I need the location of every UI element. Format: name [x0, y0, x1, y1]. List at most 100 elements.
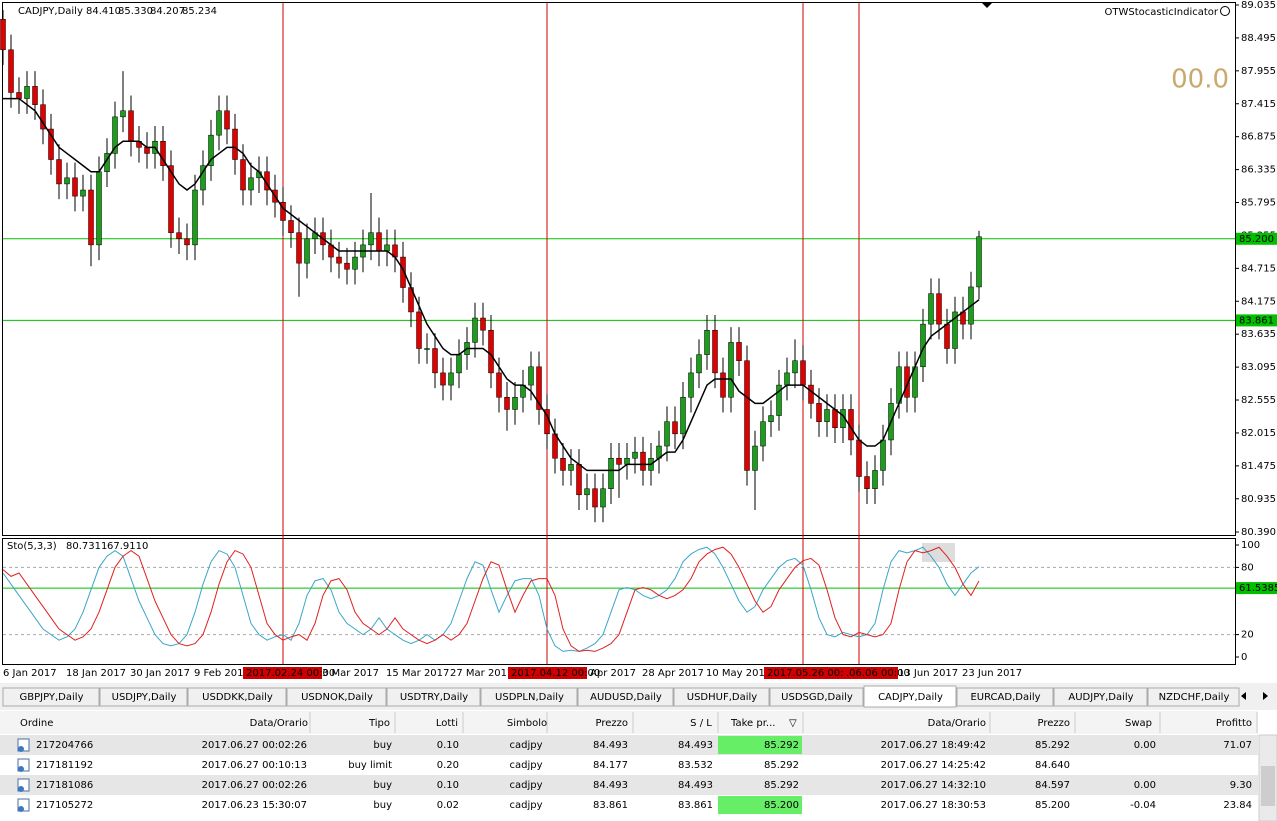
table-cell: 2017.06.27 18:49:42 — [881, 740, 986, 751]
table-cell: 84.597 — [1035, 780, 1070, 791]
column-header[interactable]: Data/Orario — [928, 718, 986, 729]
table-cell: 2017.06.27 14:25:42 — [881, 760, 986, 771]
tab[interactable] — [1147, 687, 1240, 707]
candle-body — [16, 92, 22, 99]
candle-body — [936, 293, 942, 325]
column-header[interactable]: Tipo — [368, 718, 390, 729]
candle-body — [808, 384, 814, 404]
candle-body — [88, 189, 94, 246]
candle-body — [536, 366, 542, 410]
candle-body — [184, 238, 190, 246]
order-icon-dot — [18, 786, 24, 792]
table-cell: 0.00 — [1134, 780, 1156, 791]
candle-body — [416, 311, 422, 349]
table-cell: 85.292 — [1035, 740, 1070, 751]
column-header[interactable]: Ordine — [20, 718, 53, 729]
table-row[interactable] — [0, 735, 1258, 755]
ohlc-value: 84.410 — [86, 6, 121, 17]
candle-body — [296, 232, 302, 264]
tab[interactable] — [286, 687, 387, 707]
tab-label[interactable]: NZDCHF,Daily — [1159, 692, 1230, 703]
table-cell: 0.10 — [437, 780, 459, 791]
column-header[interactable]: Prezzo — [595, 718, 628, 729]
tab-label[interactable]: GBPJPY,Daily — [20, 692, 84, 703]
candle-body — [200, 165, 206, 191]
tab-right-arrow[interactable] — [1263, 692, 1268, 700]
tab[interactable] — [187, 687, 287, 707]
table-cell: 85.292 — [764, 780, 799, 791]
order-icon-dot — [18, 806, 24, 812]
candle-body — [80, 189, 86, 197]
tab-label[interactable]: USDTRY,Daily — [400, 692, 468, 703]
candle-body — [456, 354, 462, 374]
candle-body — [8, 49, 14, 93]
sto-reading: 80.7311 — [66, 541, 107, 552]
tab[interactable] — [99, 687, 188, 707]
tab[interactable] — [2, 687, 100, 707]
table-cell: 83.532 — [678, 760, 713, 771]
table-cell: cadjpy — [509, 780, 542, 791]
tab-left-arrow[interactable] — [1241, 692, 1246, 700]
x-tick-label: 15 Mar 2017 — [386, 668, 449, 679]
tab[interactable] — [577, 687, 674, 707]
candle-body — [0, 19, 6, 51]
tab-label[interactable]: USDJPY,Daily — [112, 692, 177, 703]
price-label: 83.861 — [1239, 315, 1274, 326]
y-tick-label: 83.635 — [1241, 329, 1276, 340]
candle-body — [48, 128, 54, 160]
x-tick-label: 9 Feb 2017 — [194, 668, 250, 679]
table-row[interactable] — [0, 775, 1258, 795]
table-cell: 217105272 — [36, 800, 93, 811]
big-value: 00.0 — [1171, 65, 1229, 95]
column-header[interactable]: Prezzo — [1037, 718, 1070, 729]
tab-label[interactable]: USDHUF,Daily — [687, 692, 758, 703]
tab[interactable] — [480, 687, 578, 707]
tab[interactable] — [956, 687, 1054, 707]
candle-body — [56, 159, 62, 185]
tab-label[interactable]: USDNOK,Daily — [301, 692, 373, 703]
scrollbar-thumb[interactable] — [1261, 766, 1275, 806]
tab[interactable] — [863, 685, 957, 708]
x-marker-box — [843, 667, 898, 679]
tab-label[interactable]: USDSGD,Daily — [781, 692, 853, 703]
table-row[interactable] — [0, 755, 1258, 775]
candle-body — [440, 372, 446, 386]
column-header[interactable]: Take pr... — [730, 718, 775, 729]
tab[interactable] — [673, 687, 770, 707]
y-tick-label: 87.955 — [1241, 66, 1276, 77]
table-cell: 85.200 — [1035, 800, 1070, 811]
candle-body — [128, 110, 134, 142]
column-header[interactable]: Data/Orario — [250, 718, 308, 729]
tab-label[interactable]: USDPLN,Daily — [495, 692, 564, 703]
column-header[interactable]: Swap — [1125, 718, 1152, 729]
column-header[interactable]: Simbolo — [507, 718, 547, 729]
tab[interactable] — [1053, 687, 1148, 707]
column-header[interactable]: Profitto — [1216, 718, 1252, 729]
candle-body — [664, 421, 670, 447]
table-row[interactable] — [0, 795, 1258, 815]
tab-label[interactable]: CADJPY,Daily — [878, 692, 943, 703]
tab-label[interactable]: AUDJPY,Daily — [1068, 692, 1133, 703]
column-header[interactable]: S / L — [690, 718, 712, 729]
indicator-name: OTWStocasticIndicator — [1105, 7, 1219, 18]
level-box — [1236, 582, 1277, 595]
table-cell: 217181086 — [36, 780, 93, 791]
x-tick-label: 28 Apr 2017 — [642, 668, 704, 679]
candle-body — [352, 256, 358, 270]
candle-body — [344, 262, 350, 270]
table-header — [0, 711, 1258, 734]
candle-body — [424, 348, 430, 350]
price-box — [1236, 232, 1277, 245]
tab[interactable] — [769, 687, 864, 707]
candle-body — [512, 397, 518, 410]
tab-label[interactable]: AUDUSD,Daily — [590, 692, 662, 703]
table-cell: 2017.06.27 00:10:13 — [202, 760, 307, 771]
candle-body — [592, 488, 598, 508]
candle-body — [704, 329, 710, 355]
table-cell: cadjpy — [509, 760, 542, 771]
tab-label[interactable]: USDDKK,Daily — [202, 692, 273, 703]
column-header[interactable]: Lotti — [436, 718, 458, 729]
tab-label[interactable]: EURCAD,Daily — [970, 692, 1040, 703]
tab[interactable] — [386, 687, 481, 707]
